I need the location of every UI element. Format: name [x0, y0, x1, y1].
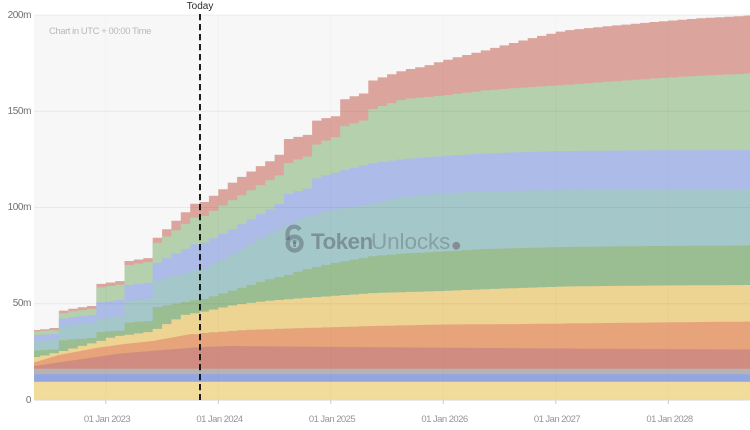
- svg-text:Unlocks: Unlocks: [371, 229, 450, 254]
- svg-text:Token: Token: [311, 229, 373, 254]
